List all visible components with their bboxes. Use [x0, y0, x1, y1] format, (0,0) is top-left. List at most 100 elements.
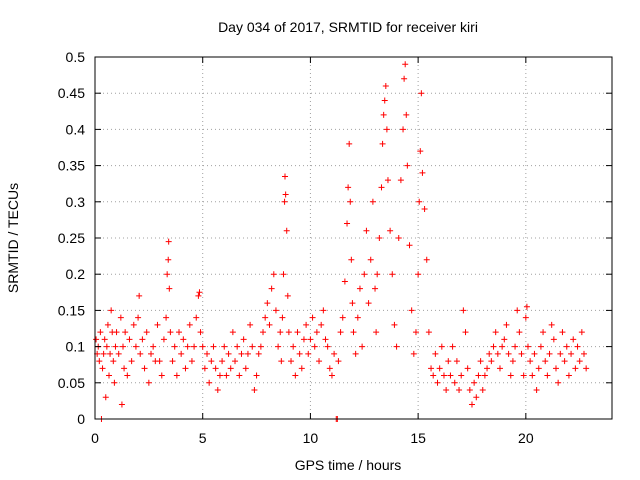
data-point [166, 285, 173, 292]
x-tick-label: 15 [410, 430, 426, 446]
data-point [164, 271, 171, 278]
data-point [395, 235, 402, 241]
data-point [115, 350, 122, 357]
data-point [227, 365, 234, 372]
data-point [216, 372, 223, 379]
data-point [529, 372, 536, 379]
data-point [580, 350, 587, 357]
data-point [178, 350, 185, 357]
data-point [410, 350, 417, 357]
data-point [262, 314, 269, 321]
data-point [393, 343, 400, 350]
data-point [462, 329, 469, 336]
data-point [524, 343, 531, 350]
data-point [156, 358, 163, 365]
data-point [255, 350, 262, 357]
y-tick-label: 0.25 [58, 230, 85, 246]
data-point [324, 343, 331, 350]
data-point [447, 372, 454, 379]
data-point [568, 350, 575, 357]
data-point [283, 227, 290, 234]
data-point [557, 350, 564, 357]
data-point [436, 365, 443, 372]
data-point [387, 227, 394, 234]
data-point [154, 321, 161, 328]
data-point [408, 307, 415, 314]
data-point [379, 140, 386, 147]
data-point [372, 285, 379, 292]
data-point [193, 314, 200, 321]
data-point [135, 314, 142, 321]
data-point [165, 256, 172, 263]
data-point [232, 358, 239, 365]
data-point [163, 314, 170, 321]
data-point [537, 343, 544, 350]
data-point [266, 321, 273, 328]
data-point [339, 314, 346, 321]
data-point [367, 256, 374, 263]
data-point [523, 303, 530, 310]
data-point [240, 336, 247, 343]
data-point [160, 336, 167, 343]
data-point [432, 350, 439, 357]
data-point [282, 191, 289, 198]
chart-title: Day 034 of 2017, SRMTID for receiver kir… [218, 19, 478, 35]
data-point [335, 358, 342, 365]
data-point [347, 198, 354, 205]
data-point [100, 350, 107, 357]
data-point [257, 343, 264, 350]
data-point [247, 321, 254, 328]
data-point [186, 321, 193, 328]
data-point [383, 126, 390, 133]
data-point [415, 271, 422, 278]
data-point [507, 372, 514, 379]
data-point [503, 321, 510, 328]
data-point [466, 387, 473, 394]
data-point [117, 314, 124, 321]
y-tick-label: 0.1 [66, 339, 86, 355]
data-point [391, 321, 398, 328]
data-point [249, 343, 256, 350]
data-point [176, 329, 183, 336]
data-point [401, 75, 408, 82]
data-point [418, 90, 425, 97]
data-point [552, 365, 559, 372]
data-point [490, 343, 497, 350]
data-point [460, 307, 467, 314]
data-point [369, 198, 376, 205]
data-point [236, 372, 243, 379]
data-point [381, 97, 388, 104]
data-point [150, 343, 157, 350]
data-point [307, 336, 314, 343]
data-point [376, 235, 383, 241]
data-point [374, 271, 381, 278]
data-point [563, 343, 570, 350]
data-point [520, 372, 527, 379]
data-point [292, 372, 299, 379]
y-tick-label: 0.3 [66, 194, 86, 210]
data-point [208, 358, 215, 365]
data-points [93, 61, 590, 422]
data-point [404, 162, 411, 169]
data-point [471, 379, 478, 386]
data-point [477, 358, 484, 365]
data-point [165, 238, 172, 245]
data-point [311, 343, 318, 350]
data-point [540, 329, 547, 336]
data-point [346, 140, 353, 147]
data-point [288, 358, 295, 365]
data-point [380, 111, 387, 118]
data-point [488, 358, 495, 365]
data-point [221, 343, 228, 350]
y-tick-label: 0.35 [58, 158, 85, 174]
data-point [443, 387, 450, 394]
x-tick-label: 5 [199, 430, 207, 446]
y-tick-label: 0.45 [58, 85, 85, 101]
data-point [102, 394, 109, 401]
data-point [522, 314, 529, 321]
data-point [128, 358, 135, 365]
data-point [169, 358, 176, 365]
data-point [103, 343, 110, 350]
data-point [583, 365, 590, 372]
